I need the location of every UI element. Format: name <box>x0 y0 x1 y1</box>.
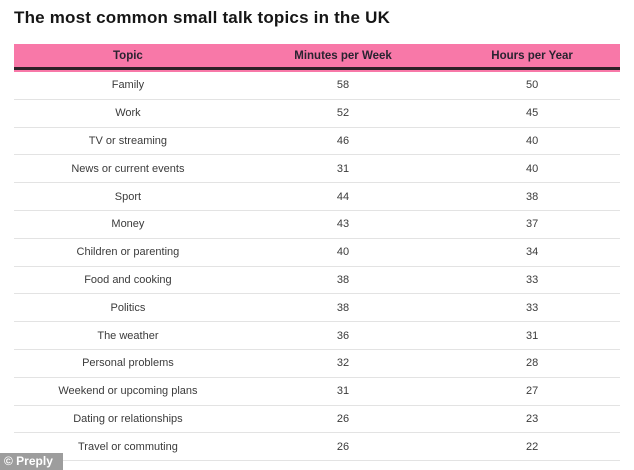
preply-watermark: © Preply <box>0 453 63 470</box>
minutes-per-week-cell: 38 <box>336 273 350 286</box>
table-row: The weather 36 31 <box>14 322 620 350</box>
table-row: Family 58 50 <box>14 72 620 100</box>
table-row: Weekend or upcoming plans 31 27 <box>14 378 620 406</box>
topic-cell: TV or streaming <box>88 134 168 147</box>
table-row: News or current events 31 40 <box>14 155 620 184</box>
minutes-per-week-cell: 40 <box>336 246 350 259</box>
table-body: Family 58 50 Work 52 45 TV or streaming … <box>14 72 620 462</box>
topic-cell: Children or parenting <box>76 246 180 259</box>
topic-cell: Politics <box>110 301 146 314</box>
minutes-per-week-cell: 31 <box>336 385 350 398</box>
hours-per-year-cell: 50 <box>525 79 539 92</box>
minutes-per-week-cell: 38 <box>336 301 350 314</box>
minutes-per-week-cell: 43 <box>336 218 350 231</box>
minutes-per-week-cell: 52 <box>336 107 350 120</box>
table-row: Personal problems 32 28 <box>14 350 620 378</box>
topic-cell: Sport <box>114 190 142 203</box>
topic-cell: News or current events <box>71 162 185 175</box>
topic-cell: Weekend or upcoming plans <box>58 385 198 398</box>
topic-cell: Dating or relationships <box>73 412 183 425</box>
table-row: Work 52 45 <box>14 100 620 128</box>
table-row: Children or parenting 40 34 <box>14 239 620 267</box>
minutes-per-week-cell: 26 <box>336 412 350 425</box>
minutes-per-week-cell: 44 <box>336 190 350 203</box>
hours-per-year-cell: 38 <box>525 190 539 203</box>
hours-per-year-cell: 33 <box>525 273 539 286</box>
minutes-per-week-cell: 36 <box>336 329 350 342</box>
table-row: Politics 38 33 <box>14 294 620 323</box>
hours-per-year-cell: 37 <box>525 218 539 231</box>
topic-cell: Personal problems <box>82 357 174 370</box>
table-header-row: Topic Minutes per Week Hours per Year <box>14 44 620 67</box>
column-header-hours-per-year: Hours per Year <box>491 49 573 62</box>
topic-cell: The weather <box>97 329 159 342</box>
hours-per-year-cell: 33 <box>525 301 539 314</box>
hours-per-year-cell: 23 <box>525 412 539 425</box>
hours-per-year-cell: 40 <box>525 134 539 147</box>
table-row: Travel or commuting 26 22 <box>14 433 620 462</box>
page-title: The most common small talk topics in the… <box>14 8 391 27</box>
hours-per-year-cell: 28 <box>525 357 539 370</box>
minutes-per-week-cell: 58 <box>336 79 350 92</box>
minutes-per-week-cell: 46 <box>336 134 350 147</box>
topic-cell: Money <box>111 218 145 231</box>
table-row: Dating or relationships 26 23 <box>14 406 620 434</box>
column-header-minutes-per-week: Minutes per Week <box>294 49 392 62</box>
topic-cell: Food and cooking <box>84 273 172 286</box>
table-row: TV or streaming 46 40 <box>14 128 620 156</box>
hours-per-year-cell: 22 <box>525 440 539 453</box>
topic-cell: Family <box>111 79 145 92</box>
column-header-topic: Topic <box>113 49 143 62</box>
minutes-per-week-cell: 26 <box>336 440 350 453</box>
topic-cell: Travel or commuting <box>78 440 178 453</box>
hours-per-year-cell: 34 <box>525 246 539 259</box>
hours-per-year-cell: 40 <box>525 162 539 175</box>
header-pink-underline <box>14 70 620 72</box>
hours-per-year-cell: 27 <box>525 385 539 398</box>
hours-per-year-cell: 31 <box>525 329 539 342</box>
header-bottom-border <box>14 67 620 70</box>
minutes-per-week-cell: 31 <box>336 162 350 175</box>
table-row: Money 43 37 <box>14 211 620 239</box>
table-row: Sport 44 38 <box>14 183 620 211</box>
hours-per-year-cell: 45 <box>525 107 539 120</box>
table-row: Food and cooking 38 33 <box>14 267 620 295</box>
topic-cell: Work <box>115 107 141 120</box>
small-talk-table: Topic Minutes per Week Hours per Year Fa… <box>14 44 620 462</box>
minutes-per-week-cell: 32 <box>336 357 350 370</box>
